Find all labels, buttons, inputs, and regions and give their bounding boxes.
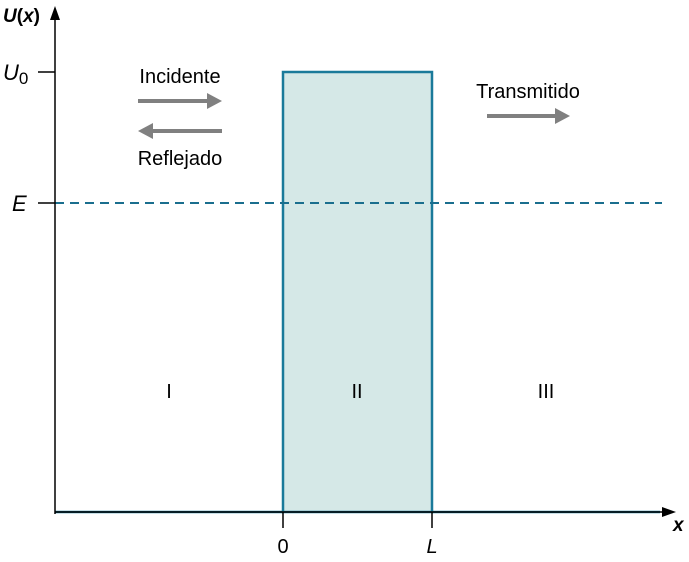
l-label: L [426,536,437,558]
barrier-region [281,70,434,514]
y-axis-arrowhead [50,6,60,20]
transmitted-label: Transmitido [476,81,580,103]
y-axis-label: U(x) [3,6,40,27]
e-label: E [12,191,27,216]
region-label-i: I [166,381,172,403]
zero-label: 0 [277,536,288,558]
u0-label: U0 [3,60,28,88]
transmitted-arrow-icon [487,108,570,124]
incident-arrow-icon [138,93,222,109]
region-label-iii: III [538,381,555,403]
x-axis-label: x [672,515,685,536]
reflected-label: Reflejado [138,148,223,170]
incident-label: Incidente [139,66,220,88]
reflected-arrow-icon [138,123,222,139]
region-label-ii: II [351,381,362,403]
x-axis-arrowhead [662,507,676,517]
